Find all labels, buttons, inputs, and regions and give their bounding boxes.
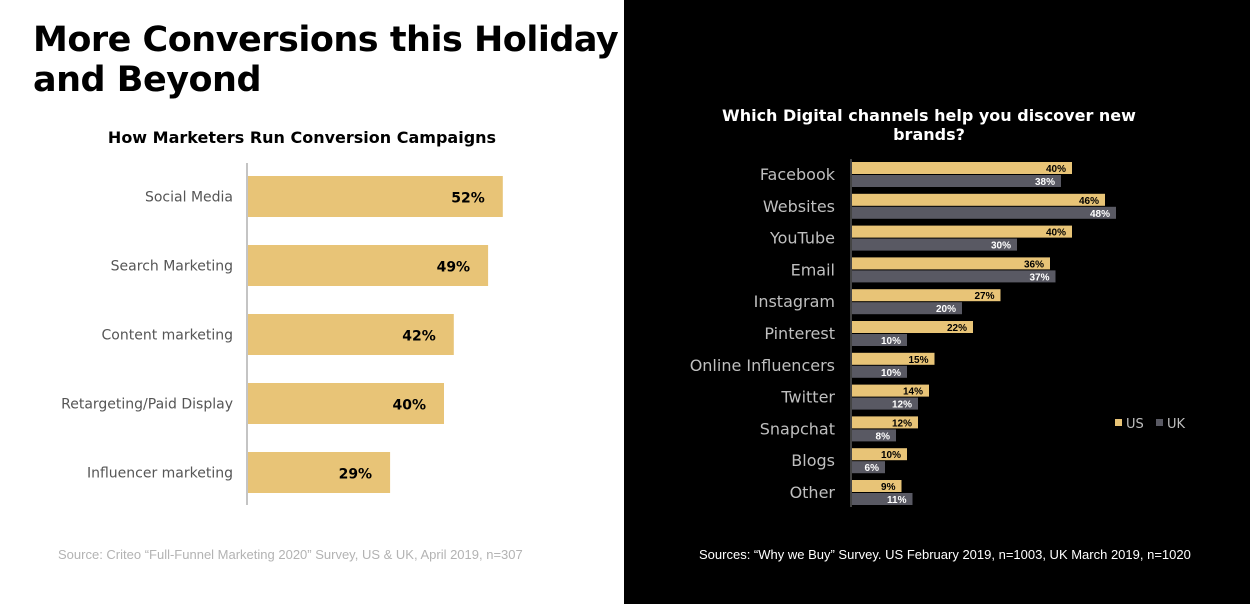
- value-label-retargeting-paid-display: 40%: [392, 398, 426, 414]
- value-label-uk-online-influencers: 10%: [881, 368, 901, 379]
- bar-us-instagram: [852, 289, 1001, 302]
- value-label-uk-websites: 48%: [1090, 209, 1110, 220]
- bar-us-online-influencers: [852, 352, 935, 365]
- legend-swatch-us: [1115, 419, 1122, 426]
- bar-search-marketing: [248, 245, 489, 286]
- category-label-instagram: Instagram: [754, 292, 835, 311]
- bar-us-pinterest: [852, 321, 973, 333]
- bar-us-twitter: [852, 384, 929, 397]
- left-chart-title: How Marketers Run Conversion Campaigns: [107, 128, 497, 147]
- value-label-us-online-influencers: 15%: [908, 355, 928, 366]
- bar-social-media: [248, 176, 503, 217]
- value-label-uk-facebook: 38%: [1035, 177, 1055, 188]
- value-label-uk-email: 37%: [1029, 272, 1049, 283]
- left-bar-chart: Social Media 52% Search Marketing 49% Conten…: [61, 163, 503, 505]
- bar-us-youtube: [852, 225, 1072, 238]
- bar-us-facebook: [852, 162, 1072, 174]
- value-label-us-pinterest: 22%: [947, 323, 967, 334]
- right-source-note: Sources: “Why we Buy” Survey. US Februar…: [699, 547, 1191, 562]
- value-label-us-instagram: 27%: [974, 291, 994, 302]
- value-label-us-youtube: 40%: [1046, 228, 1066, 239]
- value-label-us-snapchat: 12%: [892, 418, 912, 429]
- value-label-influencer-marketing: 29%: [339, 467, 373, 483]
- category-label-social-media: Social Media: [145, 190, 233, 206]
- bar-us-websites: [852, 193, 1105, 206]
- right-chart-title: Which Digital channels help you discover…: [722, 106, 1136, 144]
- bar-uk-online-influencers: [852, 365, 907, 378]
- category-label-youtube: YouTube: [769, 229, 835, 248]
- value-label-content-marketing: 42%: [402, 329, 436, 345]
- value-label-uk-youtube: 30%: [991, 241, 1011, 252]
- bar-us-email: [852, 257, 1050, 270]
- value-label-us-websites: 46%: [1079, 196, 1099, 207]
- category-label-search-marketing: Search Marketing: [111, 259, 233, 275]
- category-label-email: Email: [791, 260, 835, 279]
- bar-us-other: [852, 480, 902, 492]
- value-label-social-media: 52%: [451, 191, 485, 207]
- bar-content-marketing: [248, 314, 454, 355]
- left-source-note: Source: Criteo “Full-Funnel Marketing 20…: [58, 547, 523, 562]
- left-panel: More Conversions this Holiday and Beyond…: [0, 0, 624, 604]
- value-label-search-marketing: 49%: [437, 260, 471, 276]
- category-label-online-influencers: Online Influencers: [690, 356, 835, 375]
- value-label-us-email: 36%: [1024, 259, 1044, 270]
- legend-label-us: US: [1126, 417, 1144, 432]
- value-label-uk-blogs: 6%: [865, 463, 880, 474]
- category-label-influencer-marketing: Influencer marketing: [87, 466, 233, 482]
- value-label-us-facebook: 40%: [1046, 164, 1066, 175]
- category-label-facebook: Facebook: [760, 165, 836, 184]
- value-label-us-blogs: 10%: [881, 450, 901, 461]
- value-label-uk-other: 11%: [887, 495, 907, 506]
- bar-uk-instagram: [852, 302, 962, 315]
- page-headline: More Conversions this Holiday and Beyond: [33, 20, 619, 100]
- value-label-uk-pinterest: 10%: [881, 336, 901, 347]
- bar-uk-websites: [852, 206, 1116, 219]
- category-label-twitter: Twitter: [780, 388, 835, 407]
- legend-swatch-uk: [1156, 419, 1163, 426]
- category-label-content-marketing: Content marketing: [102, 328, 233, 344]
- bar-uk-other: [852, 493, 913, 505]
- bar-uk-email: [852, 270, 1056, 283]
- bar-uk-snapchat: [852, 429, 896, 442]
- value-label-us-other: 9%: [881, 482, 896, 493]
- bar-uk-youtube: [852, 238, 1017, 251]
- category-label-snapchat: Snapchat: [760, 419, 835, 438]
- bar-uk-twitter: [852, 397, 918, 410]
- bar-us-snapchat: [852, 416, 918, 429]
- bar-uk-blogs: [852, 461, 885, 474]
- bar-uk-facebook: [852, 175, 1061, 187]
- category-label-pinterest: Pinterest: [764, 324, 835, 343]
- category-label-blogs: Blogs: [791, 451, 835, 470]
- legend-label-uk: UK: [1167, 417, 1186, 432]
- category-label-other: Other: [790, 483, 836, 502]
- value-label-us-twitter: 14%: [903, 387, 923, 398]
- value-label-uk-snapchat: 8%: [876, 431, 891, 442]
- bar-us-blogs: [852, 448, 907, 461]
- right-panel: Which Digital channels help you discover…: [624, 0, 1250, 604]
- category-label-websites: Websites: [763, 197, 835, 216]
- bar-influencer-marketing: [248, 452, 391, 493]
- value-label-uk-instagram: 20%: [936, 304, 956, 315]
- value-label-uk-twitter: 12%: [892, 400, 912, 411]
- bar-uk-pinterest: [852, 334, 907, 346]
- right-bar-chart: 40% 38% Facebook 46% 48% Websites 40% 30% YouTub…: [690, 159, 1186, 507]
- category-label-retargeting-paid-display: Retargeting/Paid Display: [61, 397, 233, 413]
- bar-retargeting-paid-display: [248, 383, 444, 424]
